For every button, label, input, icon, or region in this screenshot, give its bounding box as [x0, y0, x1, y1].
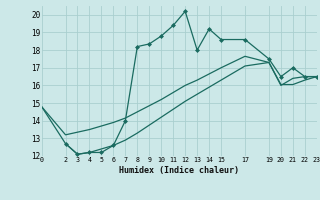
X-axis label: Humidex (Indice chaleur): Humidex (Indice chaleur) [119, 166, 239, 175]
